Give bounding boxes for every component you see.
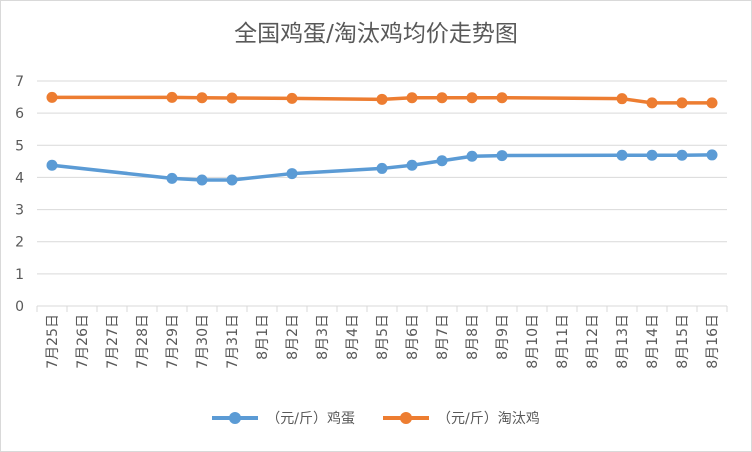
x-tick-label: 8月13日: [615, 314, 631, 369]
data-point[interactable]: [646, 149, 658, 161]
data-point[interactable]: [466, 150, 478, 162]
y-tick-label: 0: [15, 299, 24, 315]
x-tick-label: 8月3日: [315, 314, 331, 360]
x-tick-label: 7月31日: [225, 314, 241, 369]
x-tick-label: 8月4日: [345, 314, 361, 360]
data-point[interactable]: [196, 92, 208, 104]
legend-swatch-egg: [212, 412, 259, 424]
x-tick-label: 7月29日: [165, 314, 181, 369]
chart-title: 全国鸡蛋/淘汰鸡均价走势图: [234, 21, 518, 47]
data-point[interactable]: [286, 92, 298, 104]
y-tick-label: 4: [15, 170, 24, 186]
x-tick-label: 7月27日: [105, 314, 121, 369]
data-point[interactable]: [166, 172, 178, 184]
data-point[interactable]: [376, 93, 388, 105]
x-tick-label: 8月11日: [555, 314, 571, 369]
y-tick-label: 3: [15, 203, 24, 219]
legend-item-hen[interactable]: （元/斤）淘汰鸡: [383, 408, 540, 428]
x-tick-label: 8月9日: [495, 314, 511, 360]
legend-label-hen: （元/斤）淘汰鸡: [437, 411, 540, 427]
y-tick-label: 1: [15, 267, 24, 283]
y-tick-label: 7: [15, 74, 24, 90]
x-tick-label: 7月25日: [45, 314, 61, 369]
x-tick-label: 7月26日: [75, 314, 91, 369]
data-point[interactable]: [706, 149, 718, 161]
data-point[interactable]: [676, 97, 688, 109]
x-tick-label: 8月1日: [255, 314, 271, 360]
x-tick-label: 8月6日: [405, 314, 421, 360]
x-tick-label: 8月14日: [645, 314, 661, 369]
data-point[interactable]: [406, 92, 418, 104]
legend-swatch-hen: [383, 412, 429, 424]
data-point[interactable]: [286, 168, 298, 180]
data-point[interactable]: [646, 97, 658, 109]
data-point[interactable]: [376, 162, 388, 174]
data-point[interactable]: [226, 92, 238, 104]
data-point[interactable]: [406, 159, 418, 171]
data-point[interactable]: [616, 93, 628, 105]
data-point[interactable]: [676, 149, 688, 161]
x-tick-label: 8月2日: [285, 314, 301, 360]
x-tick-label: 8月10日: [525, 314, 541, 369]
data-point[interactable]: [196, 174, 208, 186]
data-point[interactable]: [706, 97, 718, 109]
data-point[interactable]: [166, 91, 178, 103]
data-point[interactable]: [466, 92, 478, 104]
legend-item-egg[interactable]: （元/斤）鸡蛋: [212, 408, 355, 428]
x-tick-label: 8月15日: [675, 314, 691, 369]
data-point[interactable]: [226, 174, 238, 186]
x-tick-label: 7月28日: [135, 314, 151, 369]
x-tick-label: 8月5日: [375, 314, 391, 360]
y-tick-label: 6: [15, 106, 24, 122]
legend-label-egg: （元/斤）鸡蛋: [266, 411, 355, 427]
y-tick-label: 2: [15, 235, 24, 251]
x-tick-label: 8月7日: [435, 314, 451, 360]
y-tick-label: 5: [15, 138, 24, 154]
data-point[interactable]: [496, 150, 508, 162]
data-point[interactable]: [616, 149, 628, 161]
x-tick-label: 8月16日: [705, 314, 721, 369]
chart-legend: （元/斤）鸡蛋 （元/斤）淘汰鸡: [0, 408, 752, 428]
x-tick-label: 8月8日: [465, 314, 481, 360]
data-point[interactable]: [496, 92, 508, 104]
x-tick-label: 7月30日: [195, 314, 211, 369]
data-point[interactable]: [46, 159, 58, 171]
data-point[interactable]: [436, 155, 448, 167]
data-point[interactable]: [46, 91, 58, 103]
data-point[interactable]: [436, 92, 448, 104]
x-tick-label: 8月12日: [585, 314, 601, 369]
